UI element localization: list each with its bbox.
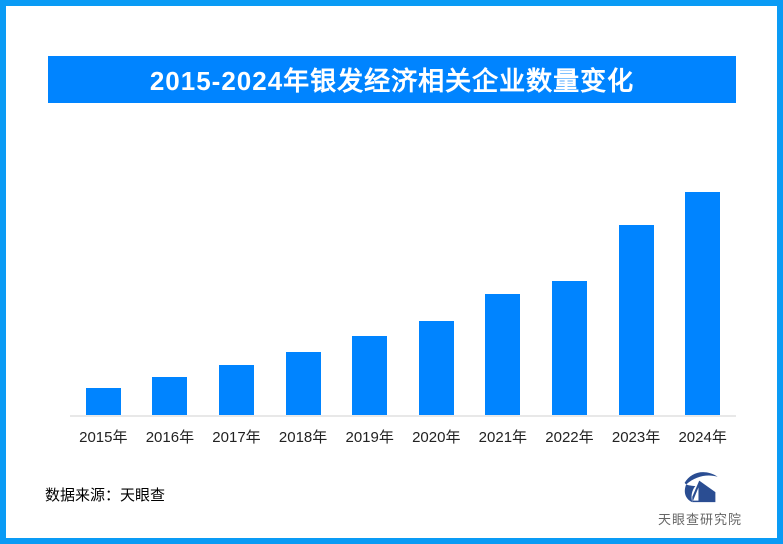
bar-column <box>603 155 670 415</box>
bar-column <box>70 155 137 415</box>
x-tick-label: 2022年 <box>545 429 594 446</box>
bar-2019年 <box>352 336 388 415</box>
x-tick-label: 2023年 <box>611 429 661 446</box>
bar-column <box>137 155 204 415</box>
bar-2023年 <box>618 225 654 415</box>
bar-2024年 <box>685 192 721 415</box>
x-tick-label: 2015年 <box>79 429 128 446</box>
tianyancha-logo-icon <box>684 472 718 503</box>
bar-2021年 <box>485 294 521 415</box>
x-tick-label: 2020年 <box>412 429 461 446</box>
bar-2015年 <box>85 388 121 415</box>
bar-2022年 <box>551 281 587 415</box>
bar-2017年 <box>218 365 254 415</box>
tianyancha-logo-label: 天眼查研究院 <box>657 512 742 527</box>
bar-column <box>669 155 736 415</box>
bar-column <box>403 155 470 415</box>
x-tick-label: 2018年 <box>278 429 328 446</box>
data-source-text: 数据来源：天眼查 <box>45 487 166 504</box>
tianyancha-logo: 天眼查研究院 <box>652 467 748 528</box>
x-tick-label: 2017年 <box>212 429 261 446</box>
bar-2018年 <box>285 352 321 415</box>
title-banner: 2015-2024年银发经济相关企业数量变化 <box>48 56 736 103</box>
bar-2016年 <box>152 377 188 415</box>
bar-column <box>336 155 403 415</box>
bar-column <box>203 155 270 415</box>
bar-column <box>470 155 537 415</box>
x-tick-label: 2021年 <box>478 429 528 446</box>
bars <box>70 155 736 415</box>
x-tick-label: 2016年 <box>145 429 195 446</box>
x-tick-label: 2024年 <box>678 429 727 446</box>
bar-column <box>536 155 603 415</box>
bar-column <box>270 155 337 415</box>
chart-title: 2015-2024年银发经济相关企业数量变化 <box>149 66 635 96</box>
x-tick-label: 2019年 <box>345 429 394 446</box>
bar-chart <box>70 155 736 417</box>
bar-2020年 <box>418 321 454 415</box>
x-axis-labels: 2015年 2016年 2017年 2018年 2019年 2020年 2021年 2022年… <box>70 426 736 447</box>
